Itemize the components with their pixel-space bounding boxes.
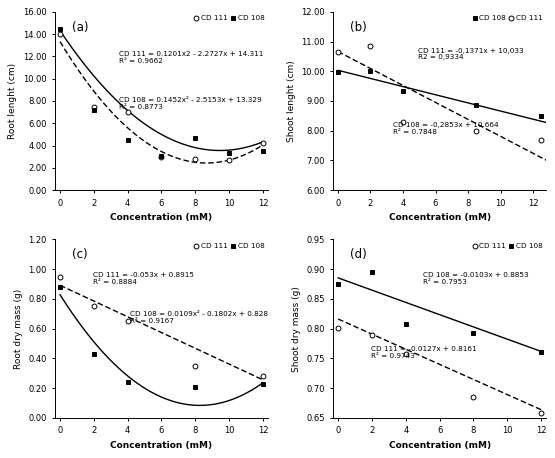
Text: CD 111 = -0,1371x + 10,033
R2 = 0,9334: CD 111 = -0,1371x + 10,033 R2 = 0,9334: [418, 48, 524, 60]
Text: CD 111 = -0.0127x + 0.8161
R² = 0.9743: CD 111 = -0.0127x + 0.8161 R² = 0.9743: [371, 346, 477, 360]
X-axis label: Concentration (mM): Concentration (mM): [110, 213, 213, 222]
X-axis label: Concentration (mM): Concentration (mM): [110, 441, 213, 450]
Legend: CD 111, CD 108: CD 111, CD 108: [193, 16, 264, 22]
Text: CD 108 = 0.0109x² - 0.1802x + 0.828
R² = 0.9167: CD 108 = 0.0109x² - 0.1802x + 0.828 R² =…: [129, 311, 268, 324]
X-axis label: Concentration (mM): Concentration (mM): [388, 213, 491, 222]
Text: CD 111 = 0.1201x2 - 2.2727x + 14.311
R² = 0.9662: CD 111 = 0.1201x2 - 2.2727x + 14.311 R² …: [119, 51, 263, 64]
Legend: CD 111, CD 108: CD 111, CD 108: [471, 243, 542, 249]
Text: CD 108 = -0,2853x + 10.664
R² = 0.7848: CD 108 = -0,2853x + 10.664 R² = 0.7848: [393, 122, 498, 136]
Text: (b): (b): [350, 21, 367, 34]
Text: (a): (a): [72, 21, 88, 34]
Text: (c): (c): [72, 248, 88, 262]
X-axis label: Concentration (mM): Concentration (mM): [388, 441, 491, 450]
Y-axis label: Shoot lenght (cm): Shoot lenght (cm): [286, 60, 296, 142]
Y-axis label: Root dry mass (g): Root dry mass (g): [13, 289, 23, 369]
Text: CD 108 = 0.1452x² - 2.5153x + 13.329
R² = 0.8773: CD 108 = 0.1452x² - 2.5153x + 13.329 R² …: [119, 98, 261, 110]
Y-axis label: Shoot dry mass (g): Shoot dry mass (g): [292, 286, 301, 371]
Text: CD 108 = -0.0103x + 0.8853
R² = 0.7953: CD 108 = -0.0103x + 0.8853 R² = 0.7953: [422, 272, 528, 284]
Legend: CD 108, CD 111: CD 108, CD 111: [471, 16, 542, 22]
Y-axis label: Root lenght (cm): Root lenght (cm): [8, 63, 17, 139]
Text: CD 111 = -0.053x + 0.8915
R² = 0.8884: CD 111 = -0.053x + 0.8915 R² = 0.8884: [93, 272, 194, 284]
Legend: CD 111, CD 108: CD 111, CD 108: [193, 243, 264, 249]
Text: (d): (d): [350, 248, 367, 262]
